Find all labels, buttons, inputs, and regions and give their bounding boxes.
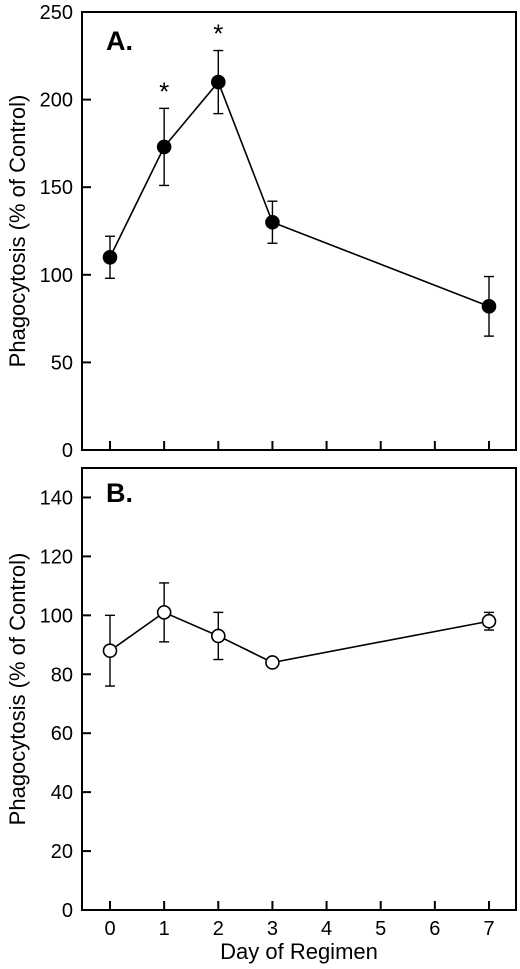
panel-b-data-point bbox=[210, 628, 226, 644]
panel-b-y-tick-label: 20 bbox=[51, 841, 73, 863]
panel-a-frame bbox=[81, 11, 517, 451]
panel-b-x-tick-label: 4 bbox=[321, 918, 332, 940]
panel-b-x-tick-label: 7 bbox=[483, 918, 494, 940]
panel-b: B. Phagocytosis (% of Control) Day of Re… bbox=[5, 467, 517, 964]
panel-b-y-tick-label: 40 bbox=[51, 782, 73, 804]
panel-a-data-point bbox=[265, 214, 280, 230]
panel-a-y-tick-label: 100 bbox=[40, 265, 73, 287]
panel-b-x-tick-label: 3 bbox=[267, 918, 278, 940]
panel-b-x-tick-label: 5 bbox=[375, 918, 386, 940]
panel-b-x-tick-label: 6 bbox=[429, 918, 440, 940]
panel-b-data-point bbox=[156, 605, 172, 620]
panel-b-data-point bbox=[265, 655, 280, 670]
panel-a-ticks: 0 50 100 150 200 250 bbox=[40, 2, 490, 462]
panel-a: A. Phagocytosis (% of Control) 0 50 100 150… bbox=[5, 2, 517, 462]
panel-b-x-tick-label: 2 bbox=[213, 918, 224, 940]
panel-a-data-point bbox=[481, 299, 497, 314]
panel-a-significance-mark: * bbox=[213, 19, 223, 49]
panel-b-series-line bbox=[109, 611, 490, 664]
panel-b-y-tick-label: 80 bbox=[51, 664, 73, 686]
panel-b-x-tick-label: 0 bbox=[104, 918, 115, 940]
x-axis-label: Day of Regimen bbox=[220, 939, 378, 964]
panel-a-y-tick-label: 150 bbox=[40, 177, 73, 199]
panel-b-label: B. bbox=[106, 478, 133, 508]
panel-b-data bbox=[102, 582, 497, 687]
panel-b-y-tick-label: 140 bbox=[40, 487, 73, 509]
panel-b-data-point bbox=[481, 613, 497, 629]
panel-a-y-tick-label: 0 bbox=[62, 440, 73, 462]
panel-b-x-tick-label: 1 bbox=[159, 918, 170, 940]
panel-b-data-point bbox=[102, 643, 118, 658]
panel-a-data-point bbox=[102, 249, 118, 265]
panel-b-y-axis-label: Phagocytosis (% of Control) bbox=[5, 553, 30, 826]
panel-b-y-tick-label: 60 bbox=[51, 723, 73, 745]
panel-a-data: ** bbox=[102, 19, 497, 337]
panel-b-y-tick-label: 0 bbox=[62, 900, 73, 922]
panel-a-significance-mark: * bbox=[159, 76, 169, 106]
panel-a-data-point bbox=[210, 74, 226, 90]
panel-b-ticks: 0 20 40 60 80 100 120 140 0 1 2 3 4 5 6 7 bbox=[40, 487, 495, 940]
panel-a-y-tick-label: 250 bbox=[40, 2, 73, 24]
panel-b-y-tick-label: 100 bbox=[40, 605, 73, 627]
panel-a-label: A. bbox=[106, 26, 133, 56]
panel-a-y-axis-label: Phagocytosis (% of Control) bbox=[5, 95, 30, 368]
panel-a-series-line bbox=[109, 80, 490, 308]
panel-b-frame bbox=[81, 467, 517, 911]
panel-a-y-tick-label: 50 bbox=[51, 352, 73, 374]
panel-a-y-tick-label: 200 bbox=[40, 90, 73, 112]
panel-b-y-tick-label: 120 bbox=[40, 546, 73, 568]
panel-a-data-point bbox=[156, 139, 172, 155]
